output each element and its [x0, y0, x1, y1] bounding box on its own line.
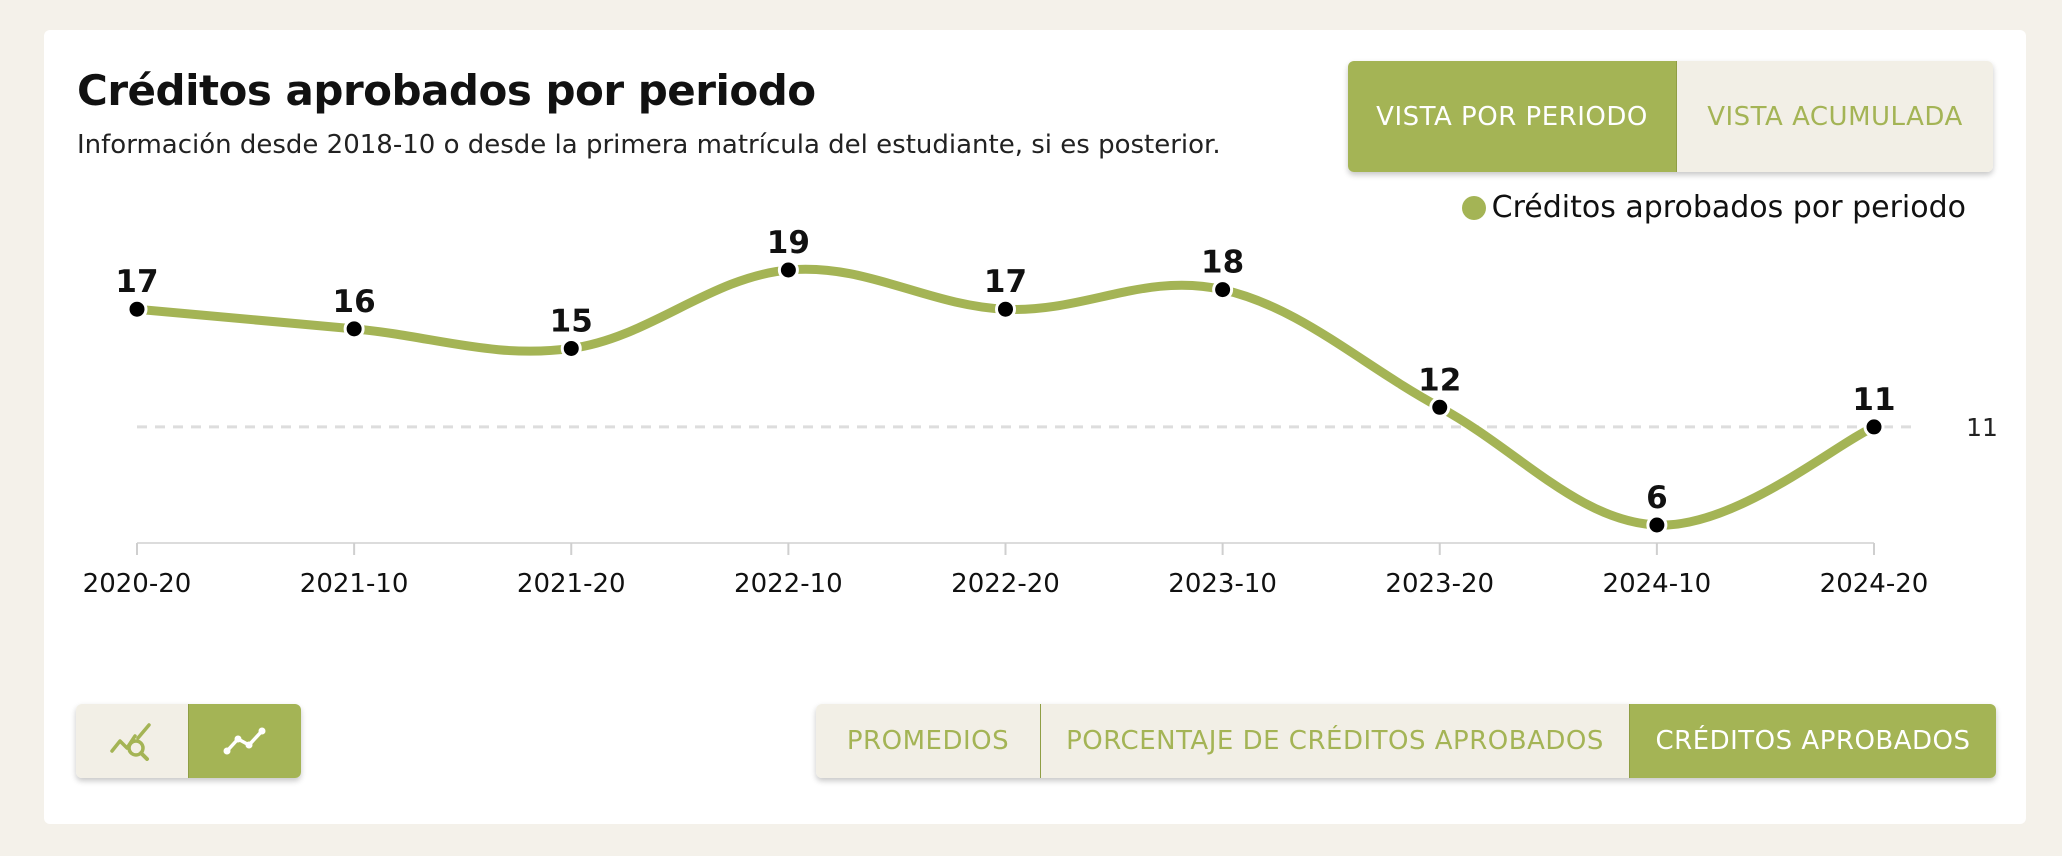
tab-promedios[interactable]: PROMEDIOS [816, 704, 1040, 778]
tab-creditos-aprobados[interactable]: CRÉDITOS APROBADOS [1629, 704, 1996, 778]
data-point [343, 318, 365, 340]
chart-type-toggle [76, 704, 301, 778]
data-point [777, 259, 799, 281]
line-chart-icon [223, 727, 266, 755]
line-chart: 11 2020-20 2021-10 2021-20 2022-10 2022-20 20… [83, 225, 1998, 599]
x-tick-label: 2023-20 [1385, 569, 1494, 599]
x-tick-label: 2021-10 [300, 569, 409, 599]
legend-dot-icon [1461, 195, 1486, 220]
view-toggle: VISTA POR PERIODO VISTA ACUMULADA [1348, 61, 1993, 172]
reference-line-label: 11 [1966, 413, 1998, 442]
data-point [1863, 416, 1885, 438]
x-tick-label: 2020-20 [83, 569, 192, 599]
data-label: 15 [550, 303, 593, 339]
data-point [126, 298, 148, 320]
data-label: 12 [1418, 362, 1461, 398]
data-label: 19 [767, 225, 810, 261]
x-tick-label: 2021-20 [517, 569, 626, 599]
data-label: 16 [333, 284, 376, 320]
x-tick-label: 2022-10 [734, 569, 843, 599]
chart-legend[interactable]: Créditos aprobados por periodo [1461, 190, 1966, 225]
data-label: 17 [984, 264, 1027, 300]
page-subtitle: Información desde 2018-10 o desde la pri… [77, 130, 1221, 160]
chart-card: Créditos aprobados por periodo Informaci… [44, 30, 2026, 824]
chart-search-button[interactable] [76, 704, 188, 778]
data-point [1429, 396, 1451, 418]
x-tick-label: 2024-10 [1603, 569, 1712, 599]
page-title: Créditos aprobados por periodo [77, 66, 816, 115]
view-por-periodo-button[interactable]: VISTA POR PERIODO [1348, 61, 1676, 172]
metric-toggle: PROMEDIOS PORCENTAJE DE CRÉDITOS APROBAD… [816, 704, 1996, 778]
data-label: 17 [115, 264, 158, 300]
chart-search-icon [110, 723, 151, 761]
data-label: 18 [1201, 245, 1244, 281]
data-point [1646, 514, 1668, 536]
x-tick-label: 2022-20 [951, 569, 1060, 599]
x-tick-label: 2023-10 [1168, 569, 1277, 599]
data-point [560, 337, 582, 359]
tab-porcentaje-creditos-aprobados[interactable]: PORCENTAJE DE CRÉDITOS APROBADOS [1040, 704, 1629, 778]
view-acumulada-button[interactable]: VISTA ACUMULADA [1676, 61, 1993, 172]
data-point [995, 298, 1016, 320]
data-label: 11 [1852, 382, 1895, 418]
data-point [1212, 279, 1234, 301]
legend-label: Créditos aprobados por periodo [1491, 190, 1966, 225]
data-label: 6 [1646, 480, 1668, 516]
x-tick-label: 2024-20 [1820, 569, 1929, 599]
line-chart-button[interactable] [188, 704, 301, 778]
